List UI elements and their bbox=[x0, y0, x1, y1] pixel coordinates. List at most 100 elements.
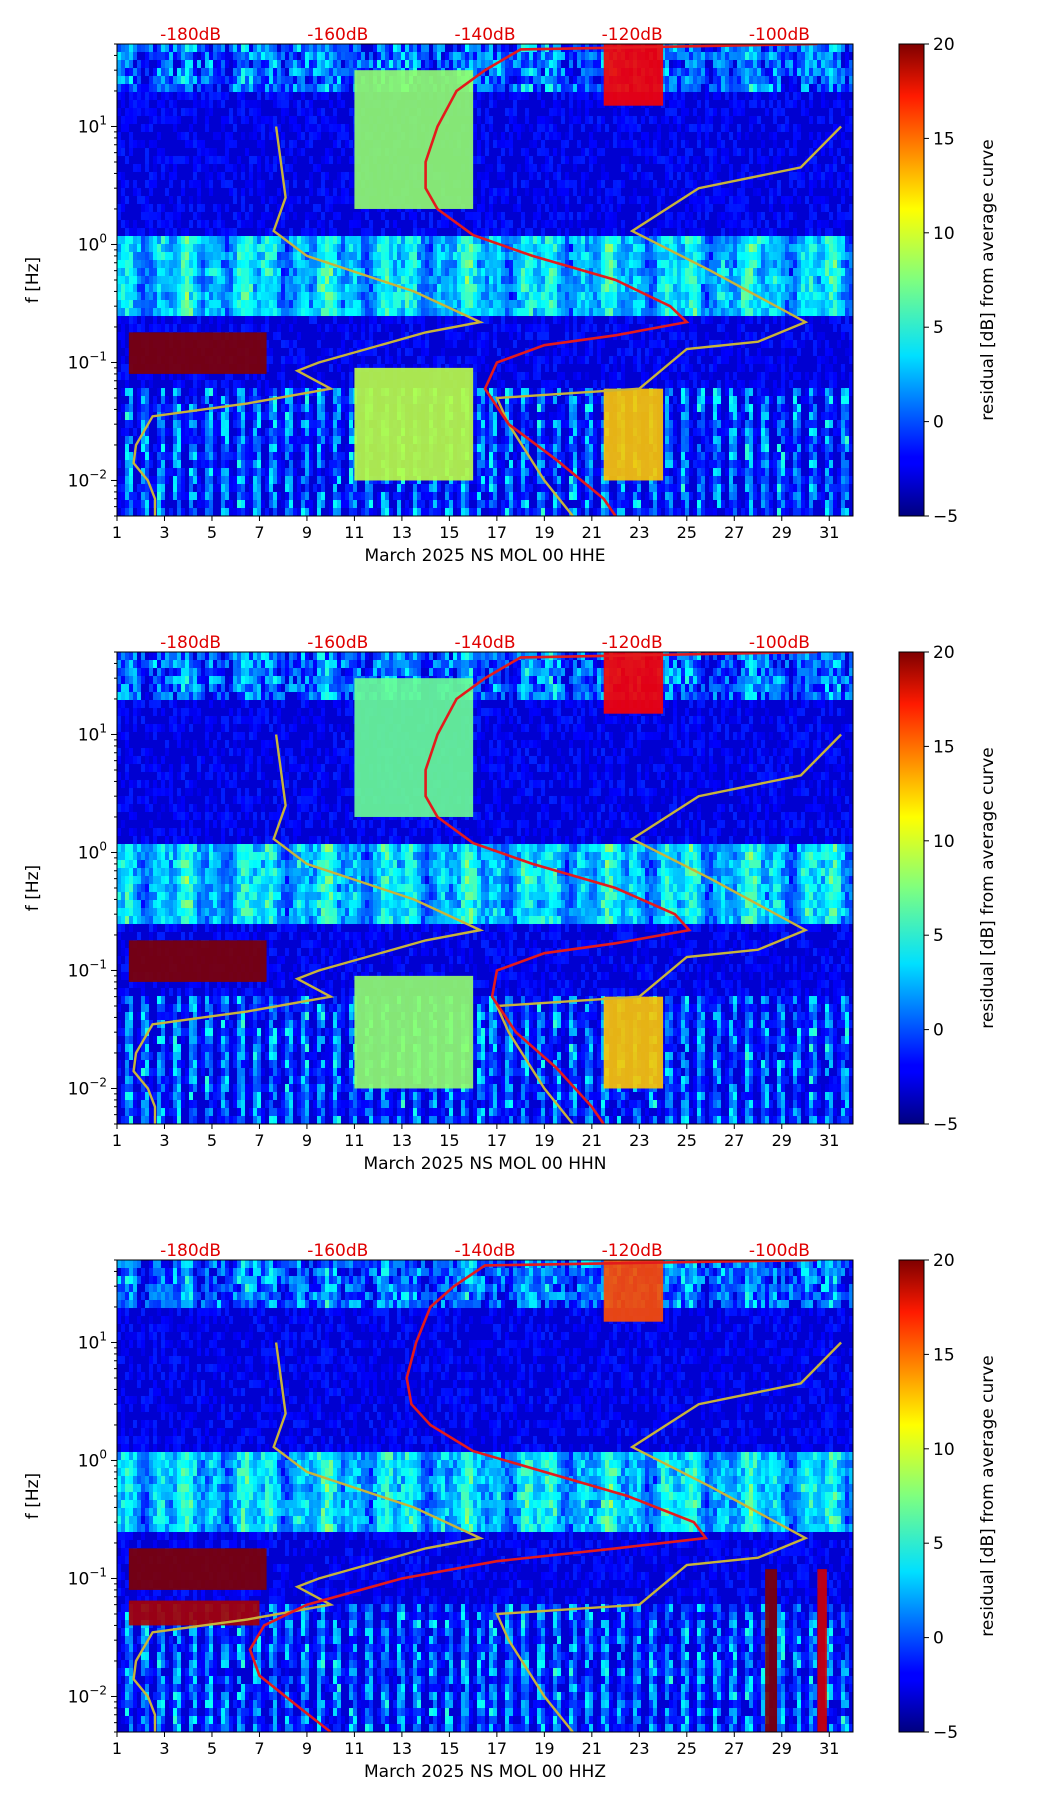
heatmap-cell bbox=[449, 340, 453, 348]
heatmap-cell bbox=[153, 268, 157, 276]
heatmap-cell bbox=[553, 300, 557, 308]
heatmap-cell bbox=[173, 284, 177, 292]
heatmap-cell bbox=[481, 188, 485, 196]
heatmap-cell bbox=[281, 460, 285, 468]
heatmap-cell bbox=[421, 484, 425, 492]
heatmap-cell bbox=[433, 292, 437, 300]
heatmap-cell bbox=[301, 500, 305, 508]
heatmap-cell bbox=[157, 148, 161, 156]
heatmap-cell bbox=[117, 268, 121, 276]
heatmap-cell bbox=[321, 44, 325, 52]
heatmap-cell bbox=[189, 236, 193, 244]
heatmap-cell bbox=[325, 92, 329, 100]
heatmap-cell bbox=[129, 284, 133, 292]
heatmap-cell bbox=[341, 44, 345, 52]
heatmap-cell bbox=[601, 484, 605, 492]
heatmap-cell bbox=[397, 300, 401, 308]
heatmap-cell bbox=[525, 300, 529, 308]
heatmap-cell bbox=[225, 404, 229, 412]
heatmap-cell bbox=[265, 476, 269, 484]
heatmap-cell bbox=[181, 252, 185, 260]
heatmap-cell bbox=[201, 420, 205, 428]
heatmap-cell bbox=[249, 100, 253, 108]
heatmap-cell bbox=[529, 68, 533, 76]
heatmap-cell bbox=[561, 476, 565, 484]
heatmap-cell bbox=[237, 388, 241, 396]
heatmap-cell bbox=[153, 164, 157, 172]
heatmap-cell bbox=[473, 356, 477, 364]
heatmap-cell bbox=[389, 332, 393, 340]
heatmap-cell bbox=[565, 308, 569, 316]
heatmap-cell bbox=[501, 468, 505, 476]
heatmap-cell bbox=[445, 340, 449, 348]
heatmap-cell bbox=[481, 244, 485, 252]
heatmap-cell bbox=[533, 132, 537, 140]
heatmap-cell bbox=[541, 444, 545, 452]
heatmap-cell bbox=[341, 76, 345, 84]
heatmap-cell bbox=[221, 492, 225, 500]
heatmap-cell bbox=[317, 436, 321, 444]
heatmap-cell bbox=[485, 348, 489, 356]
heatmap-cell bbox=[441, 500, 445, 508]
heatmap-cell bbox=[453, 356, 457, 364]
heatmap-cell bbox=[569, 100, 573, 108]
heatmap-cell bbox=[277, 84, 281, 92]
heatmap-cell bbox=[297, 124, 301, 132]
heatmap-cell bbox=[437, 324, 441, 332]
heatmap-cell bbox=[393, 284, 397, 292]
heatmap-cell bbox=[525, 388, 529, 396]
heatmap-cell bbox=[597, 420, 601, 428]
heatmap-cell bbox=[265, 388, 269, 396]
heatmap-cell bbox=[277, 444, 281, 452]
heatmap-cell bbox=[193, 444, 197, 452]
heatmap-cell bbox=[269, 84, 273, 92]
heatmap-cell bbox=[129, 460, 133, 468]
heatmap-cell bbox=[605, 276, 609, 284]
heatmap-cell bbox=[521, 428, 525, 436]
heatmap-cell bbox=[333, 356, 337, 364]
heatmap-cell bbox=[121, 204, 125, 212]
heatmap-cell bbox=[177, 276, 181, 284]
heatmap-cell bbox=[397, 316, 401, 324]
heatmap-cell bbox=[589, 156, 593, 164]
heatmap-cell bbox=[189, 196, 193, 204]
heatmap-cell bbox=[289, 124, 293, 132]
heatmap-cell bbox=[209, 308, 213, 316]
heatmap-cell bbox=[289, 388, 293, 396]
heatmap-cell bbox=[325, 348, 329, 356]
heatmap-cell bbox=[161, 52, 165, 60]
heatmap-cell bbox=[261, 60, 265, 68]
heatmap-cell bbox=[417, 292, 421, 300]
heatmap-cell bbox=[149, 236, 153, 244]
heatmap-cell bbox=[273, 508, 277, 516]
heatmap-cell bbox=[221, 252, 225, 260]
heatmap-cell bbox=[465, 276, 469, 284]
heatmap-cell bbox=[197, 44, 201, 52]
heatmap-cell bbox=[221, 68, 225, 76]
heatmap-cell bbox=[161, 100, 165, 108]
heatmap-cell bbox=[521, 212, 525, 220]
heatmap-cell bbox=[137, 396, 141, 404]
heatmap-cell bbox=[197, 196, 201, 204]
heatmap-cell bbox=[537, 420, 541, 428]
heatmap-cell bbox=[225, 60, 229, 68]
heatmap-cell bbox=[505, 348, 509, 356]
heatmap-cell bbox=[589, 76, 593, 84]
heatmap-cell bbox=[233, 124, 237, 132]
heatmap-cell bbox=[269, 124, 273, 132]
heatmap-cell bbox=[125, 300, 129, 308]
heatmap-cell bbox=[317, 52, 321, 60]
heatmap-cell bbox=[153, 156, 157, 164]
heatmap-cell bbox=[309, 180, 313, 188]
heatmap-cell bbox=[173, 460, 177, 468]
heatmap-cell bbox=[505, 108, 509, 116]
heatmap-cell bbox=[261, 132, 265, 140]
heatmap-cell bbox=[173, 404, 177, 412]
heatmap-cell bbox=[145, 444, 149, 452]
heatmap-cell bbox=[273, 252, 277, 260]
heatmap-cell bbox=[309, 260, 313, 268]
heatmap-cell bbox=[429, 300, 433, 308]
heatmap-cell bbox=[149, 300, 153, 308]
heatmap-cell bbox=[257, 92, 261, 100]
heatmap-cell bbox=[525, 356, 529, 364]
